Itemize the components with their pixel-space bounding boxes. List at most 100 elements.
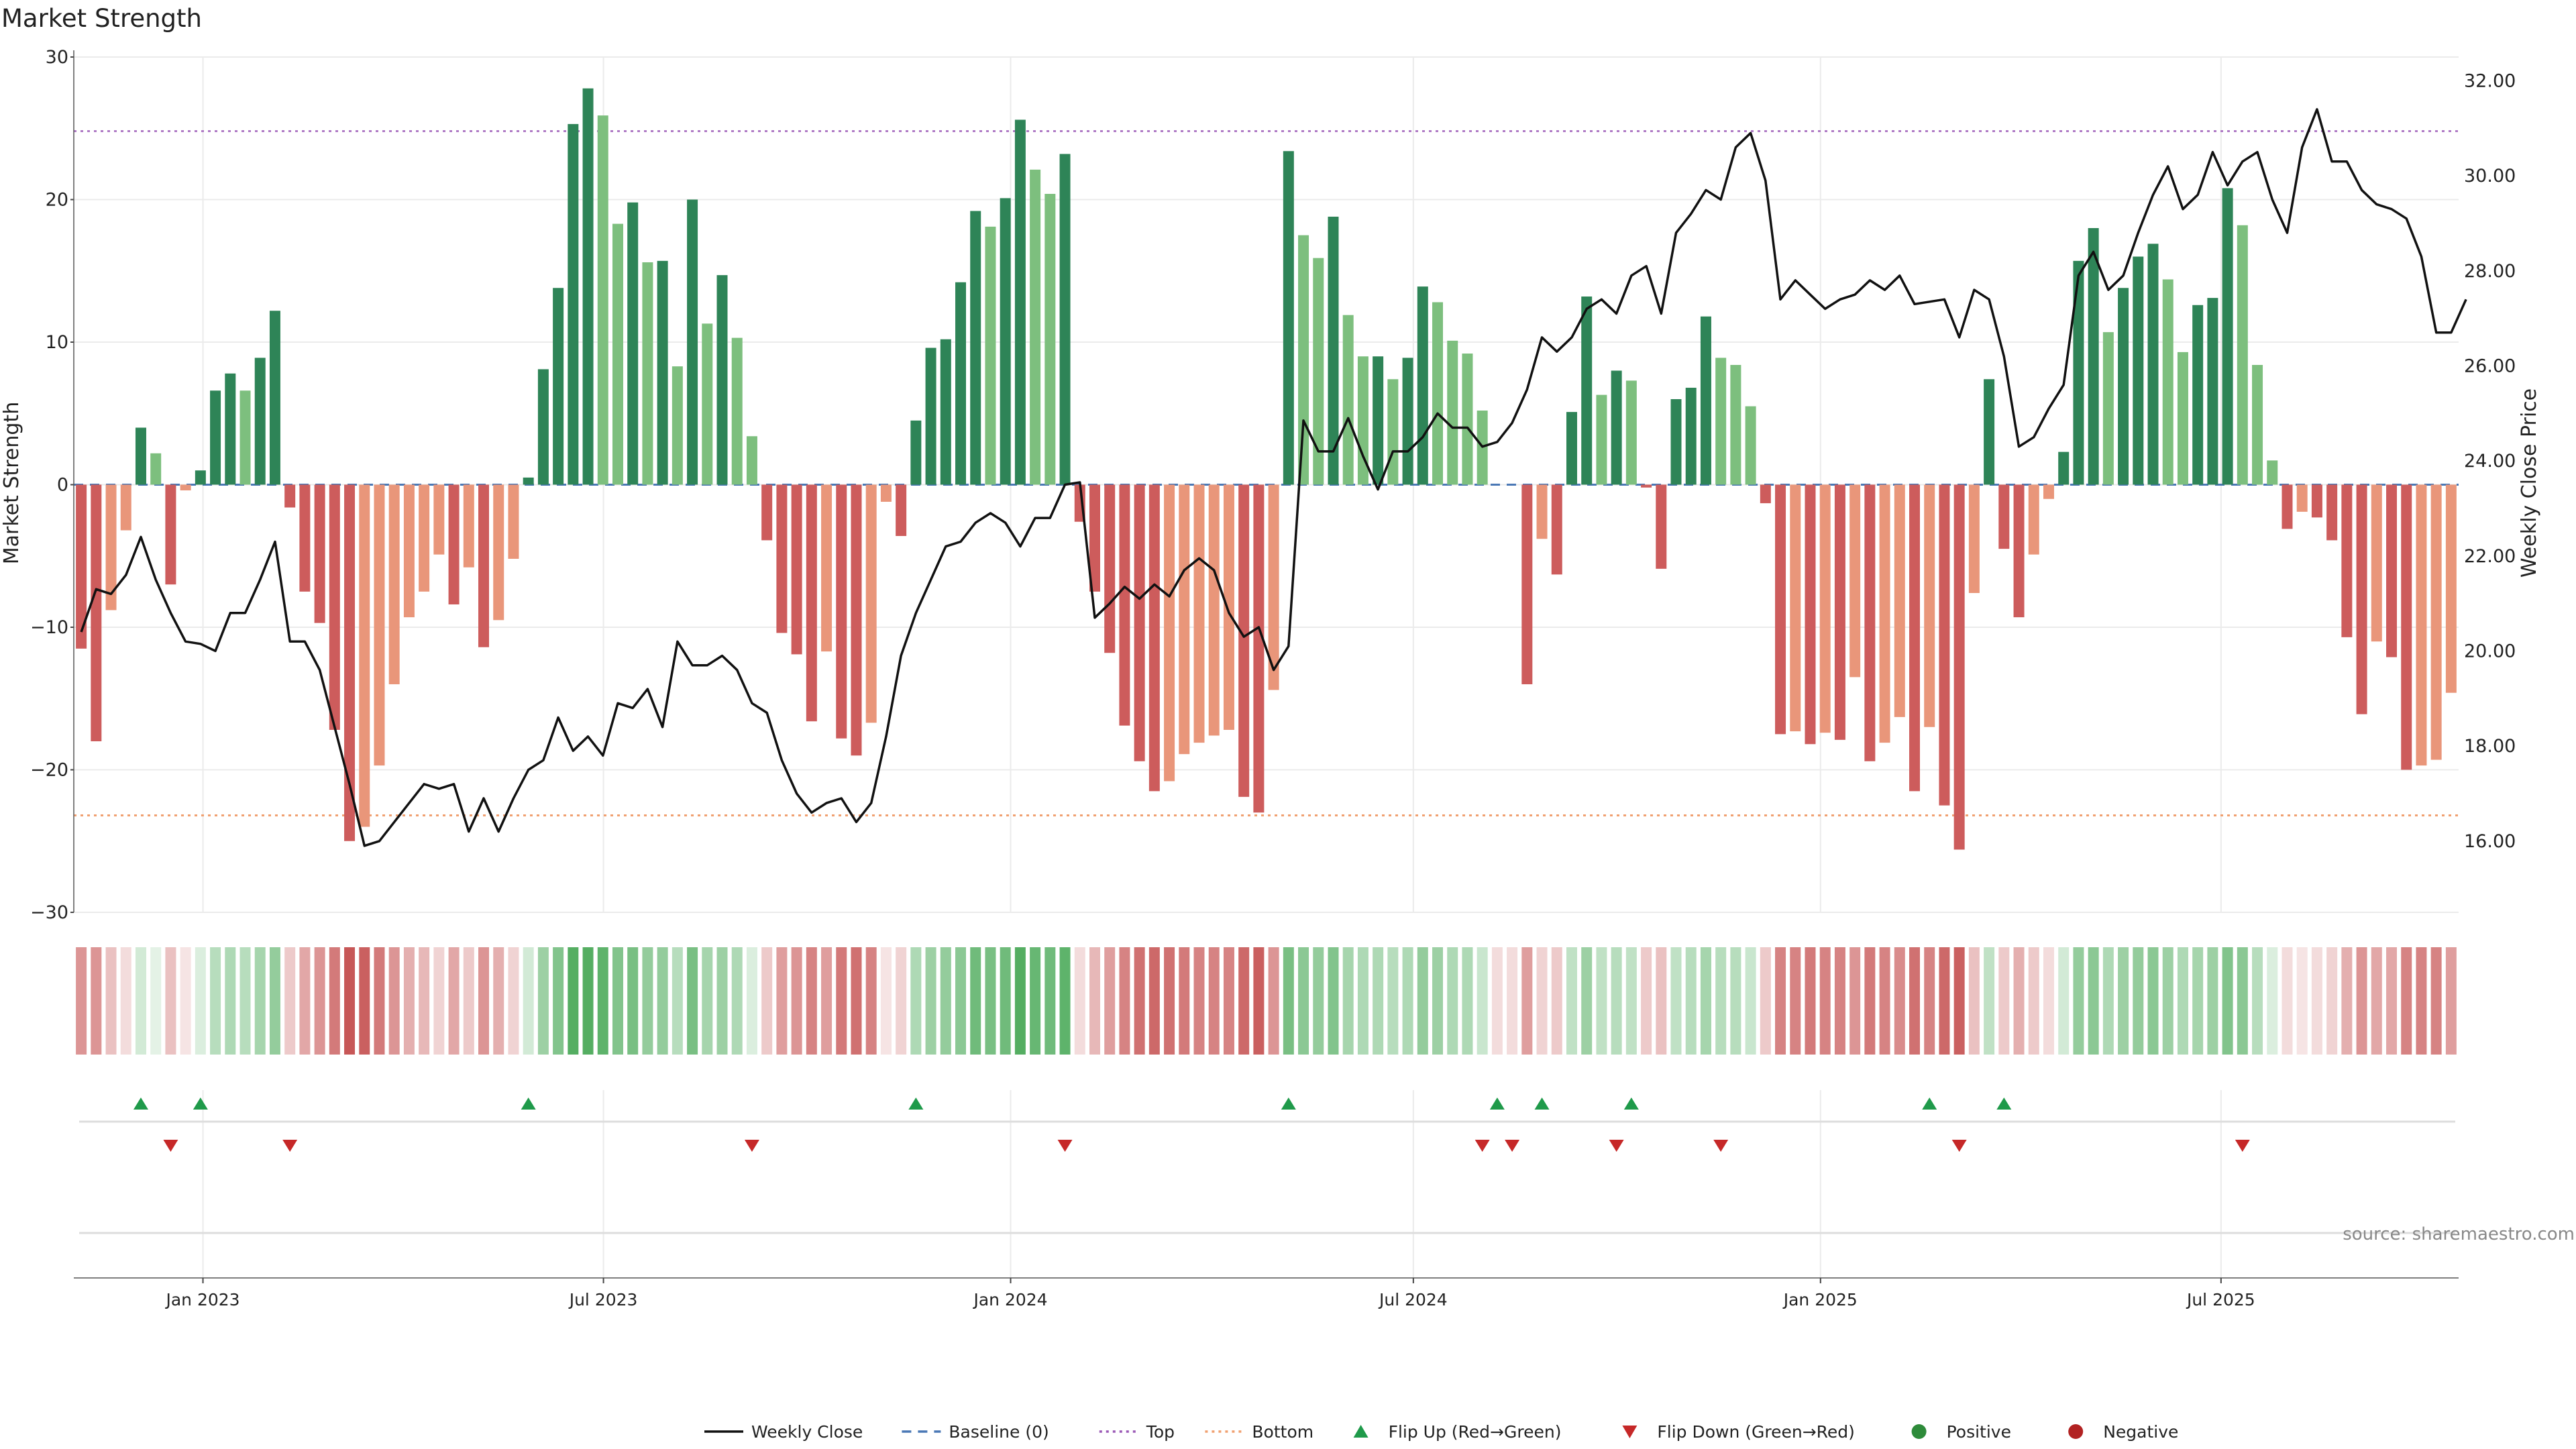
heat-band-cell: [553, 947, 564, 1055]
strength-bar: [1447, 340, 1458, 485]
legend-label: Weekly Close: [751, 1422, 863, 1442]
chart-title: Market Strength: [1, 4, 202, 33]
strength-bar: [2282, 484, 2293, 529]
legend-label: Baseline (0): [949, 1422, 1049, 1442]
strength-bar: [210, 390, 221, 485]
strength-bars: [76, 88, 2457, 850]
x-tick-label: Jan 2023: [164, 1290, 239, 1309]
strength-bar: [597, 115, 608, 485]
strength-bar: [627, 202, 639, 485]
strength-bar: [2028, 484, 2039, 555]
strength-bar: [2252, 365, 2263, 485]
heat-band-cell: [806, 947, 817, 1055]
heat-band-cell: [2013, 947, 2025, 1055]
legend-label: Top: [1146, 1422, 1175, 1442]
strength-bar: [105, 484, 117, 610]
heat-band-cell: [1864, 947, 1876, 1055]
strength-bar: [1328, 217, 1339, 485]
heat-band-cell: [672, 947, 683, 1055]
heat-band-cell: [1148, 947, 1160, 1055]
strength-bar: [1894, 484, 1905, 717]
heat-band-cell: [299, 947, 311, 1055]
heat-band-cell: [1715, 947, 1727, 1055]
heat-band-cell: [1000, 947, 1011, 1055]
strength-bar: [2237, 225, 2248, 485]
heat-band-cell: [1700, 947, 1711, 1055]
strength-bar: [2102, 332, 2114, 485]
strength-bar: [2386, 484, 2398, 657]
heat-band-cell: [627, 947, 639, 1055]
heat-band-cell: [2147, 947, 2159, 1055]
strength-bar: [1715, 358, 1727, 485]
flip-up-marker: [521, 1097, 536, 1110]
heat-band-cell: [1805, 947, 1816, 1055]
heat-band-cell: [1685, 947, 1697, 1055]
heat-band-cell: [1044, 947, 1056, 1055]
y-axis-label: Market Strength: [0, 402, 23, 564]
flip-markers-panel: [79, 1090, 2455, 1278]
strength-bar: [493, 484, 504, 621]
strength-bar: [1745, 406, 1756, 485]
strength-bar: [1596, 394, 1607, 485]
strength-bar: [478, 484, 490, 647]
heat-band-cell: [2177, 947, 2188, 1055]
strength-bar: [195, 470, 206, 485]
heat-band-cell: [210, 947, 221, 1055]
heat-band-cell: [2102, 947, 2114, 1055]
strength-bar: [1283, 151, 1294, 485]
strength-bar: [120, 484, 131, 531]
heat-band-cell: [1134, 947, 1145, 1055]
strength-bar: [806, 484, 817, 722]
strength-bar: [537, 369, 549, 485]
heat-band-cell: [1551, 947, 1562, 1055]
heat-band-cell: [1402, 947, 1413, 1055]
strength-bar: [180, 484, 191, 490]
flip-down-marker: [1609, 1140, 1624, 1152]
flip-up-marker: [1534, 1097, 1550, 1110]
strength-bar: [553, 288, 564, 485]
y2-axis-label: Weekly Close Price: [2518, 388, 2541, 578]
heat-band-cell: [1253, 947, 1265, 1055]
flip-down-marker: [744, 1140, 759, 1152]
heat-band-cell: [419, 947, 430, 1055]
heat-band-cell: [2416, 947, 2427, 1055]
heat-band-cell: [925, 947, 936, 1055]
heat-band-cell: [568, 947, 579, 1055]
strength-bar: [970, 211, 981, 485]
heat-band-cell: [284, 947, 296, 1055]
strength-bar: [1834, 484, 1845, 740]
strength-bar: [1864, 484, 1876, 761]
heat-band-cell: [1507, 947, 1518, 1055]
flip-up-marker: [1489, 1097, 1505, 1110]
strength-bar: [865, 484, 877, 723]
y2-tick-label: 24.00: [2464, 451, 2516, 472]
strength-bar: [329, 484, 340, 730]
heat-band-cell: [836, 947, 847, 1055]
heat-band-cell: [2356, 947, 2367, 1055]
heat-band-cell: [582, 947, 594, 1055]
strength-bar: [702, 323, 713, 485]
heat-band-cell: [1208, 947, 1220, 1055]
strength-bar: [1641, 484, 1652, 488]
y-tick-label: −20: [30, 760, 68, 781]
heat-band-cell: [2326, 947, 2338, 1055]
heat-band-cell: [1953, 947, 1965, 1055]
heat-band-cell: [851, 947, 862, 1055]
strength-bar: [776, 484, 788, 633]
heat-band-cell: [2430, 947, 2442, 1055]
strength-bar: [2133, 256, 2144, 485]
legend-swatch-circle: [1911, 1424, 1927, 1439]
strength-bar: [463, 484, 474, 568]
heat-band-cell: [195, 947, 206, 1055]
strength-bar: [1148, 484, 1160, 792]
heat-band-cell: [1834, 947, 1845, 1055]
heat-band-cell: [2252, 947, 2263, 1055]
heat-band-cell: [1059, 947, 1071, 1055]
flip-down-marker: [1057, 1140, 1073, 1152]
heat-band-cell: [2192, 947, 2204, 1055]
heat-band-cell: [2237, 947, 2248, 1055]
x-axis: Jan 2023 Jul 2023 Jan 2024 Jul 2024 Jan 2025…: [74, 1277, 2459, 1309]
strength-bar: [925, 347, 936, 485]
strength-bar: [1730, 365, 1741, 485]
heat-band-cell: [478, 947, 490, 1055]
